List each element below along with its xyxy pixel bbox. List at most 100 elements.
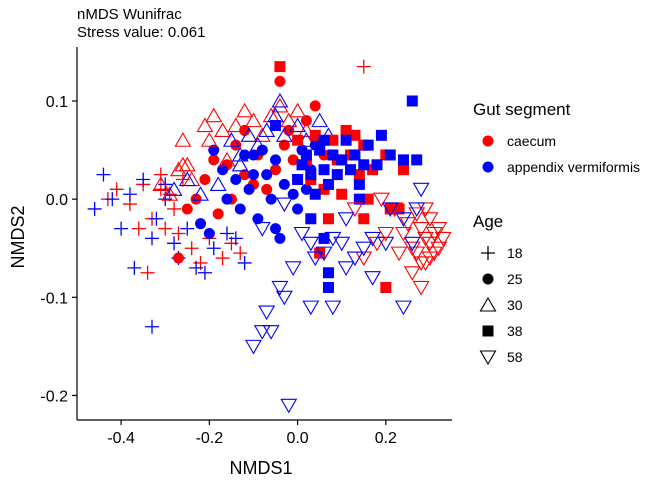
- data-point: [253, 325, 271, 340]
- legend: Gut segment caecum appendix vermiformis Age…: [473, 100, 640, 366]
- data-point: [381, 202, 399, 218]
- data-point: [274, 232, 286, 244]
- data-point: [293, 226, 311, 242]
- data-point: [131, 221, 146, 236]
- data-point: [412, 222, 430, 237]
- data-point: [408, 207, 426, 222]
- data-point: [417, 231, 434, 247]
- data-point: [217, 164, 229, 176]
- data-point: [231, 156, 249, 172]
- data-point: [184, 241, 199, 256]
- data-point: [243, 183, 255, 195]
- legend-shape-label: 18: [507, 245, 523, 261]
- data-point: [322, 267, 334, 279]
- data-point: [377, 236, 395, 252]
- data-point: [340, 124, 352, 136]
- data-point: [87, 201, 102, 216]
- legend-shape-swatch: [482, 273, 494, 285]
- x-axis-label: NMDS1: [229, 458, 292, 478]
- data-point: [167, 201, 182, 216]
- data-point: [180, 221, 195, 236]
- data-point: [189, 260, 204, 275]
- data-point: [287, 154, 299, 166]
- data-point: [345, 164, 357, 176]
- data-point: [271, 97, 289, 113]
- data-point: [430, 222, 448, 237]
- data-point: [278, 178, 290, 190]
- data-point: [96, 167, 111, 182]
- legend-title-age: Age: [473, 212, 503, 231]
- data-point: [327, 149, 339, 161]
- data-point: [331, 169, 343, 181]
- data-point: [421, 236, 439, 252]
- data-points: [87, 59, 452, 414]
- data-point: [215, 251, 230, 266]
- data-point: [311, 112, 329, 128]
- data-point: [314, 144, 326, 156]
- data-point: [249, 137, 267, 152]
- data-point: [195, 218, 207, 230]
- data-point: [395, 300, 412, 316]
- data-point: [287, 188, 299, 200]
- axes: -0.4 -0.2 0.0 0.2 -0.2 -0.1 0.0 0.1: [40, 47, 452, 447]
- data-point: [214, 122, 232, 137]
- data-point: [275, 127, 293, 142]
- data-point: [349, 129, 361, 141]
- data-point: [122, 187, 137, 202]
- data-point: [336, 154, 348, 166]
- data-point: [237, 255, 252, 270]
- data-point: [296, 159, 308, 171]
- data-point: [178, 171, 196, 187]
- data-point: [253, 127, 271, 142]
- data-point: [324, 231, 342, 247]
- data-point: [171, 226, 186, 241]
- data-point: [114, 221, 129, 236]
- data-point: [165, 181, 183, 196]
- data-point: [356, 59, 371, 74]
- data-point: [377, 226, 395, 242]
- legend-color-swatch: [482, 135, 494, 147]
- data-point: [174, 132, 192, 147]
- data-point: [284, 261, 302, 276]
- data-point: [245, 112, 262, 128]
- data-point: [270, 223, 282, 235]
- data-point: [167, 236, 182, 251]
- data-point: [247, 149, 259, 161]
- legend-color-label: caecum: [507, 133, 556, 149]
- data-point: [212, 208, 224, 220]
- data-point: [362, 139, 374, 151]
- x-tick-label: -0.4: [107, 430, 135, 447]
- data-point: [289, 117, 307, 133]
- data-point: [149, 211, 164, 226]
- data-point: [349, 149, 361, 161]
- data-point: [318, 164, 330, 176]
- data-point: [305, 213, 317, 225]
- data-point: [247, 169, 259, 181]
- data-point: [384, 149, 396, 161]
- data-point: [434, 231, 452, 247]
- data-point: [158, 221, 173, 236]
- data-point: [170, 161, 187, 177]
- data-point: [412, 182, 430, 198]
- y-tick-label: -0.1: [40, 290, 68, 307]
- data-point: [375, 129, 387, 141]
- data-point: [227, 117, 245, 133]
- data-point: [136, 172, 151, 187]
- data-point: [302, 300, 320, 316]
- data-point: [239, 124, 251, 136]
- y-axis-label: NMDS2: [8, 205, 28, 268]
- data-point: [358, 213, 370, 225]
- data-point: [127, 260, 142, 275]
- data-point: [300, 183, 312, 195]
- data-point: [270, 120, 282, 132]
- data-point: [220, 226, 234, 241]
- data-point: [358, 159, 370, 171]
- data-point: [240, 127, 258, 142]
- data-point: [322, 213, 334, 225]
- data-point: [252, 213, 264, 225]
- data-point: [403, 241, 421, 257]
- data-point: [340, 134, 352, 146]
- data-point: [275, 197, 293, 213]
- data-point: [206, 241, 221, 256]
- data-point: [109, 182, 124, 197]
